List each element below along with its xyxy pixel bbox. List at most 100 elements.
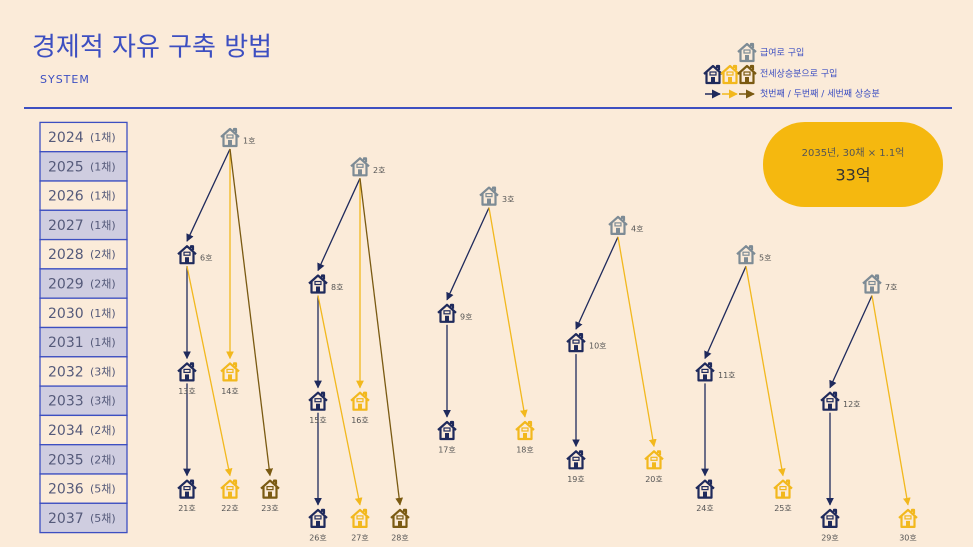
- year: 2027: [48, 218, 84, 234]
- year: 2028: [48, 247, 84, 263]
- house-window: [485, 193, 493, 198]
- arrow: [488, 207, 528, 418]
- arrow: [186, 266, 233, 477]
- year-count: (1채): [90, 219, 116, 232]
- house-icon: [260, 479, 280, 499]
- house-door: [523, 433, 527, 439]
- house-label: 18호: [516, 446, 534, 455]
- arrows: [183, 148, 911, 506]
- house-door: [487, 198, 491, 205]
- house-window: [443, 310, 451, 315]
- house-window: [314, 515, 322, 520]
- house-window: [266, 486, 274, 491]
- house-icon: [898, 508, 918, 528]
- house-window: [614, 222, 622, 227]
- house-label: 1호: [243, 137, 255, 146]
- house-icon: [177, 245, 197, 265]
- house-window: [356, 515, 364, 520]
- house-door: [228, 374, 232, 381]
- house-door: [828, 520, 832, 527]
- house-icon: [566, 450, 586, 470]
- house-door: [268, 491, 272, 498]
- house-shape: [820, 508, 840, 528]
- house-label: 20호: [645, 475, 663, 484]
- house-label: 14호: [221, 387, 239, 396]
- house-icon: [515, 420, 535, 441]
- house-door: [711, 77, 715, 83]
- year: 2029: [48, 277, 84, 293]
- year-row: [39, 502, 128, 534]
- house-window: [183, 368, 191, 373]
- arrow: [617, 236, 657, 448]
- houses: 1호 2호 3호 4호 5호 6호 7호 8호 9호 10호 11호 12호 13호 14호 15호 16호 1…: [177, 127, 918, 542]
- house-label: 21호: [178, 504, 196, 513]
- house-label: 7호: [885, 283, 897, 292]
- house-door: [185, 491, 189, 498]
- year-count: (5채): [90, 483, 116, 496]
- arrow: [871, 295, 911, 506]
- house-label: 29호: [821, 533, 839, 542]
- house-window: [356, 398, 364, 403]
- year: 2036: [48, 482, 84, 498]
- house-window: [314, 398, 322, 403]
- house-label: 9호: [460, 312, 472, 321]
- house-window: [701, 486, 709, 491]
- year-count: (1채): [90, 336, 116, 349]
- subtitle: SYSTEM: [40, 73, 90, 86]
- house-icon: [350, 157, 370, 177]
- house-door: [781, 491, 785, 498]
- year: 2031: [48, 335, 84, 351]
- house-shape: [350, 508, 370, 528]
- house-icon: [695, 479, 715, 499]
- house-window: [701, 368, 709, 373]
- house-icon: [350, 391, 370, 411]
- house-shape: [177, 245, 197, 265]
- house-door: [228, 140, 232, 146]
- house-label: 17호: [438, 446, 456, 455]
- house-door: [703, 374, 707, 381]
- year-row: [39, 414, 128, 446]
- house-door: [358, 169, 362, 176]
- house-door: [652, 462, 656, 469]
- year-count: (1채): [90, 160, 116, 173]
- house-label: 5호: [759, 254, 771, 263]
- house-icon: [220, 479, 240, 499]
- year-count: (2채): [90, 248, 116, 261]
- house-door: [744, 257, 748, 264]
- legend-label: 전세상승분으로 구입: [760, 68, 837, 80]
- house-label: 26호: [309, 533, 327, 542]
- house-label: 6호: [200, 254, 212, 263]
- house-shape: [736, 245, 756, 265]
- house-window: [226, 134, 234, 139]
- house-window: [314, 280, 322, 286]
- house-door: [445, 433, 449, 439]
- arrow: [745, 266, 786, 477]
- house-label: 2호: [373, 166, 385, 175]
- house-icon: [308, 391, 328, 411]
- house-door: [906, 520, 910, 527]
- year-count: (5채): [90, 512, 116, 525]
- house-label: 12호: [843, 400, 861, 409]
- house-label: 4호: [631, 224, 643, 233]
- year: 2032: [48, 364, 84, 380]
- year-row: [39, 326, 128, 358]
- house-label: 15호: [309, 416, 327, 425]
- house-window: [826, 398, 834, 403]
- house-window: [868, 280, 876, 286]
- arrow: [317, 295, 363, 506]
- house-icon: [220, 127, 240, 148]
- year-row: [39, 297, 128, 329]
- house-door: [728, 77, 732, 83]
- year-count: (1채): [90, 131, 116, 144]
- house-icon: [437, 303, 457, 323]
- house-icon: [308, 274, 328, 294]
- house-window: [726, 71, 734, 76]
- callout-line2: 33억: [835, 166, 870, 185]
- arrow: [829, 295, 873, 389]
- house-shape: [308, 508, 328, 528]
- house-icon: [695, 362, 715, 382]
- year-row: [39, 209, 128, 241]
- house-icon: [703, 64, 723, 85]
